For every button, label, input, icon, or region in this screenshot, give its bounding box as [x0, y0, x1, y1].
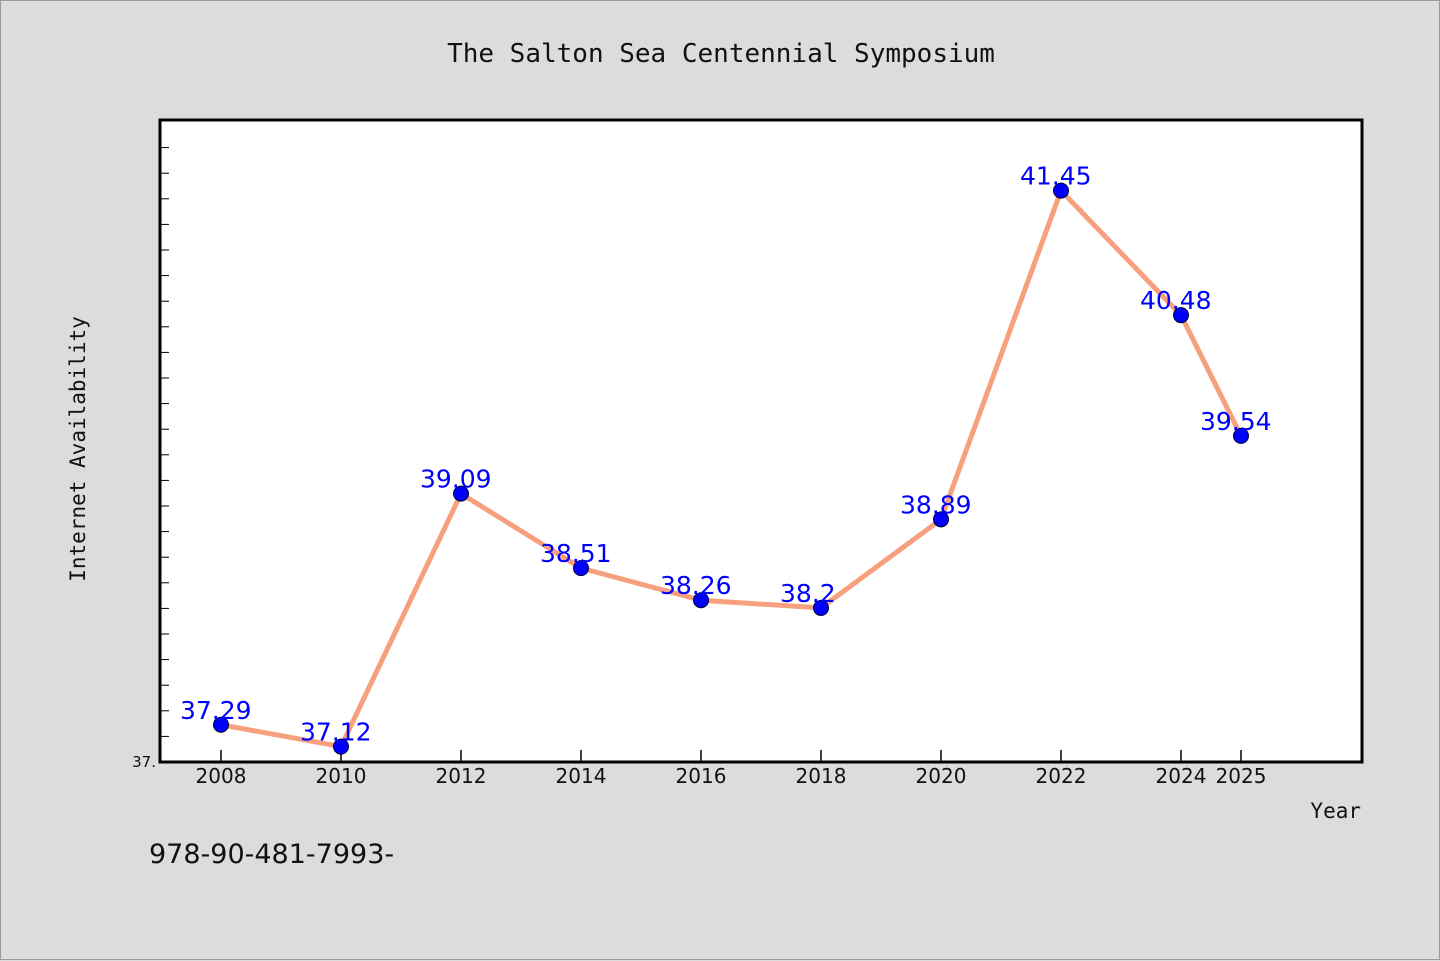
data-label: 39.54	[1200, 407, 1272, 436]
footer-text: 978-90-481-7993-	[149, 839, 394, 870]
data-label: 39.09	[420, 465, 492, 494]
data-label: 38.2	[780, 579, 836, 608]
data-label: 38.51	[540, 539, 612, 568]
data-point	[1233, 427, 1249, 444]
y-tick-label: 37.	[132, 753, 156, 771]
data-label: 37.12	[300, 718, 372, 747]
chart-title: The Salton Sea Centennial Symposium	[447, 39, 995, 69]
x-ticks	[220, 750, 1242, 762]
x-tick-labels: 2008 2010 2012 2014 2016 2018 2020 2022 2024 2025	[196, 764, 1267, 788]
data-labels: 37.29 37.12 39.09 38.51 38.26 38.2 38.89 41.45 4…	[180, 162, 1272, 747]
x-tick-label: 2018	[796, 764, 847, 788]
data-label: 38.26	[660, 571, 732, 600]
data-point	[813, 599, 829, 616]
data-label: 41.45	[1020, 162, 1092, 191]
data-point	[333, 738, 349, 755]
y-axis-label: Internet Availability	[66, 316, 90, 582]
data-label: 37.29	[180, 696, 252, 725]
data-label: 38.89	[900, 490, 972, 519]
x-tick-label: 2020	[916, 764, 967, 788]
x-tick-label: 2012	[436, 764, 487, 788]
x-tick-label: 2024	[1156, 764, 1207, 788]
data-point	[1053, 182, 1069, 199]
data-point	[693, 592, 709, 609]
data-point	[213, 716, 229, 733]
x-tick-label: 2025	[1216, 764, 1267, 788]
x-tick-label: 2016	[676, 764, 727, 788]
x-tick-label: 2008	[196, 764, 247, 788]
data-label: 40.48	[1140, 286, 1212, 315]
x-tick-label: 2022	[1036, 764, 1087, 788]
data-point	[453, 485, 469, 502]
data-point	[573, 560, 589, 577]
x-tick-label: 2014	[556, 764, 607, 788]
series-markers	[213, 182, 1249, 755]
series-line	[218, 188, 1244, 750]
plot-area	[158, 118, 1364, 764]
x-tick-label: 2010	[316, 764, 367, 788]
y-minor-ticks	[160, 147, 169, 737]
data-point	[1173, 307, 1189, 324]
data-point	[933, 511, 949, 528]
x-axis-label: Year	[1310, 799, 1361, 823]
